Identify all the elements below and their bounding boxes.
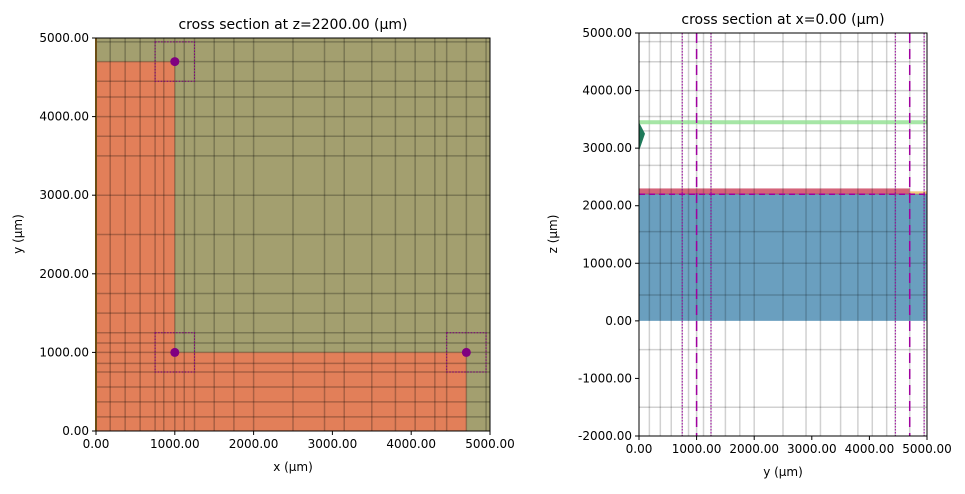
axes-frame xyxy=(638,32,928,437)
structure-region xyxy=(909,191,927,195)
y-tick-label: 3000.00 xyxy=(582,141,632,155)
y-tick-label: 3000.00 xyxy=(39,188,89,202)
y-tick-label: 0.00 xyxy=(605,314,632,328)
y-tick-label: 5000.00 xyxy=(39,31,89,45)
y-tick-label: 1000.00 xyxy=(582,256,632,270)
x-tick-label: 5000.00 xyxy=(465,437,515,451)
monitor-point xyxy=(170,347,180,357)
monitor-point xyxy=(170,57,180,67)
right-xlabel: y (μm) xyxy=(763,465,803,479)
y-tick-label: -2000.00 xyxy=(578,429,632,443)
source-arrow-icon xyxy=(639,122,645,152)
right-ylabel: z (μm) xyxy=(546,215,560,254)
left-ylabel: y (μm) xyxy=(11,214,25,254)
structure-region xyxy=(639,194,927,321)
y-tick-label: 1000.00 xyxy=(39,345,89,359)
x-tick-label: 1000.00 xyxy=(150,437,200,451)
y-tick-label: 2000.00 xyxy=(39,267,89,281)
x-tick-label: 4000.00 xyxy=(386,437,436,451)
x-tick-label: 4000.00 xyxy=(845,442,895,456)
x-tick-label: 0.00 xyxy=(626,442,653,456)
structure-region xyxy=(96,352,467,431)
x-tick-label: 1000.00 xyxy=(672,442,722,456)
x-tick-label: 5000.00 xyxy=(902,442,952,456)
x-tick-label: 2000.00 xyxy=(229,437,279,451)
x-tick-label: 2000.00 xyxy=(729,442,779,456)
x-tick-label: 0.00 xyxy=(83,437,110,451)
left-plot: 0.00 1000.00 2000.00 3000.00 4000.00 5000.00 0… xyxy=(39,31,514,451)
axes-frame xyxy=(95,37,491,432)
y-tick-label: 4000.00 xyxy=(39,110,89,124)
right-title: cross section at x=0.00 (μm) xyxy=(681,12,884,28)
left-title: cross section at z=2200.00 (μm) xyxy=(178,17,407,33)
x-tick-label: 3000.00 xyxy=(787,442,837,456)
left-xlabel: x (μm) xyxy=(273,460,313,474)
y-tick-label: 5000.00 xyxy=(582,26,632,40)
right-plot: 0.00 1000.00 2000.00 3000.00 4000.00 5000.00 -… xyxy=(578,26,952,456)
y-tick-label: -1000.00 xyxy=(578,371,632,385)
monitor-point xyxy=(461,347,471,357)
y-tick-label: 0.00 xyxy=(62,424,89,438)
x-tick-label: 3000.00 xyxy=(308,437,358,451)
y-tick-label: 4000.00 xyxy=(582,84,632,98)
y-tick-label: 2000.00 xyxy=(582,199,632,213)
structure-region xyxy=(639,188,910,195)
